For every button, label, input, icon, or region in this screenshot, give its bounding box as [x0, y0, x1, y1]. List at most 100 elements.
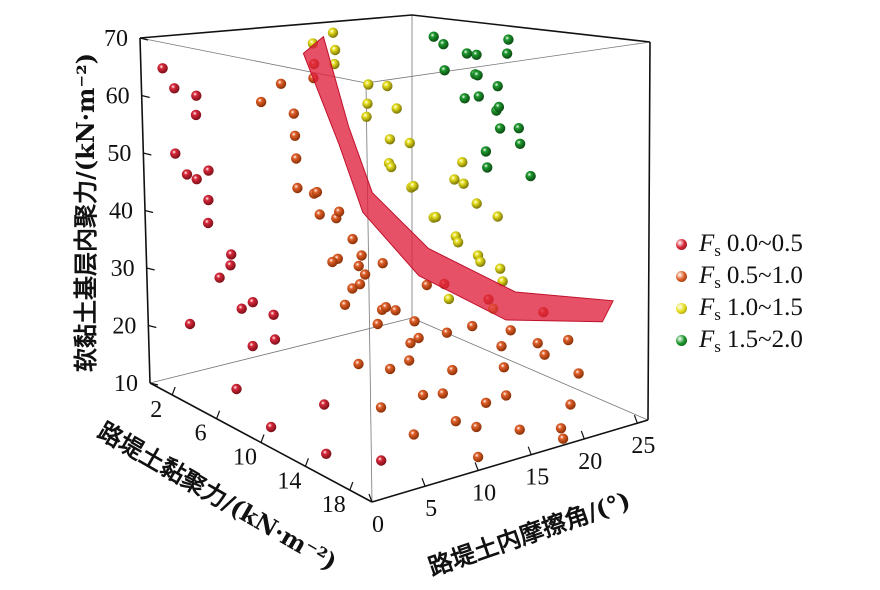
data-point — [452, 237, 464, 248]
legend-range: 0.0~0.5 — [726, 230, 803, 257]
z-tick — [146, 267, 155, 271]
legend-marker-green — [676, 334, 687, 346]
data-point — [247, 340, 258, 352]
data-point — [408, 429, 419, 440]
y-tick-label: 0 — [372, 512, 384, 538]
data-point — [404, 137, 415, 149]
y-tick — [421, 478, 426, 487]
x-tick — [216, 410, 221, 419]
data-point — [495, 263, 506, 274]
z-tick — [139, 37, 149, 41]
data-point — [471, 421, 482, 433]
data-point — [467, 320, 478, 332]
legend-marker-red — [676, 238, 687, 250]
data-point — [441, 327, 453, 338]
box-inner-edge — [365, 82, 373, 503]
data-point — [191, 90, 202, 101]
data-point — [563, 334, 574, 346]
y-tick — [474, 462, 479, 471]
y-tick — [580, 430, 585, 440]
critical-surface-ribbon — [302, 35, 614, 323]
z-tick — [143, 152, 152, 156]
data-point — [525, 170, 536, 182]
z-tick — [144, 209, 154, 214]
data-point — [417, 389, 429, 401]
data-point — [329, 44, 341, 56]
data-point — [363, 79, 374, 90]
data-point — [501, 48, 513, 59]
data-point — [327, 256, 338, 268]
data-point — [555, 423, 567, 434]
data-point — [482, 162, 493, 173]
data-point — [384, 363, 396, 375]
data-point — [443, 293, 455, 305]
box-outer-edge — [647, 41, 651, 421]
data-point — [405, 337, 416, 349]
x-tick-label: 2 — [150, 397, 162, 423]
data-point — [472, 451, 484, 463]
data-point — [475, 256, 486, 267]
plot-box-outer-edges — [139, 14, 651, 503]
data-point — [314, 209, 325, 220]
data-point — [247, 297, 258, 308]
data-point — [377, 258, 388, 269]
box-inner-edge — [149, 317, 413, 384]
z-tick — [149, 382, 159, 386]
data-point — [514, 138, 526, 149]
data-point — [430, 211, 441, 223]
data-point — [408, 180, 419, 192]
data-point — [339, 299, 351, 310]
critical-surface — [302, 35, 614, 323]
box-outer-edge — [411, 14, 651, 43]
box-inner-edge — [365, 41, 651, 84]
z-tick-label: 50 — [107, 141, 131, 167]
data-point — [319, 399, 330, 410]
x-tick — [349, 481, 354, 491]
data-point — [480, 397, 492, 408]
axis-ticks: 10 20 30 40 50 60 70 2 6 10 14 18 0 5 10 15 20 25 — [104, 26, 655, 538]
data-point — [384, 134, 396, 145]
z-tick-label: 60 — [106, 84, 130, 110]
data-point — [356, 250, 367, 261]
data-point — [438, 39, 449, 50]
data-point — [457, 157, 468, 168]
data-point — [170, 148, 181, 159]
legend-symbol: F — [699, 294, 715, 321]
y-tick — [527, 446, 532, 455]
x-tick — [260, 434, 265, 443]
data-point — [539, 349, 550, 360]
x-tick-label: 10 — [233, 445, 257, 471]
data-point — [157, 63, 168, 74]
data-point — [269, 334, 281, 345]
data-point — [353, 260, 364, 272]
data-point — [202, 217, 214, 229]
data-point — [472, 70, 483, 81]
legend-subscript: s — [714, 240, 721, 260]
x-tick — [304, 458, 309, 467]
data-point — [255, 96, 267, 108]
data-point — [362, 98, 373, 109]
legend-symbol: F — [699, 230, 715, 257]
data-point — [327, 27, 339, 38]
legend-range: 0.5~1.0 — [726, 262, 803, 289]
y-tick-label: 5 — [425, 496, 437, 522]
data-point — [291, 153, 302, 164]
data-point — [203, 165, 214, 176]
data-points — [157, 27, 584, 466]
data-point — [439, 65, 450, 76]
data-point — [494, 123, 506, 134]
data-point — [413, 332, 424, 344]
legend-marker-yellow — [676, 302, 687, 314]
data-point — [382, 80, 393, 92]
z-axis-title: 软黏土基层内聚力/(kN·m⁻²) — [71, 53, 100, 372]
y-tick — [633, 414, 638, 424]
data-point — [557, 433, 569, 444]
box-outer-edge — [371, 419, 649, 503]
data-point — [169, 83, 180, 94]
data-point — [449, 174, 460, 185]
z-tick — [141, 94, 150, 99]
